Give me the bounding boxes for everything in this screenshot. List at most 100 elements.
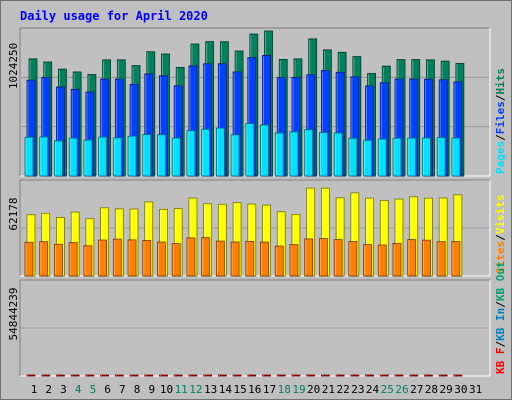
x-tick-day-23: 23 — [351, 383, 364, 396]
bar-sites-day-2 — [39, 241, 49, 277]
x-tick-day-3: 3 — [60, 383, 67, 396]
bar-sites-day-3 — [54, 243, 63, 277]
x-tick-day-21: 21 — [322, 383, 335, 396]
bar-kb-f-day-4 — [70, 374, 80, 377]
bar-pages-day-2 — [39, 136, 49, 177]
legend-1: Pages/Files/Hits — [494, 68, 507, 174]
bar-pages-day-12 — [186, 130, 196, 177]
bar-pages-day-19 — [289, 131, 299, 177]
bar-sites-day-15 — [230, 241, 240, 277]
max-label-1: 1024250 — [7, 43, 20, 89]
bar-kb-f-day-7 — [114, 374, 124, 377]
legend-separator: / — [494, 134, 507, 141]
kb-f-in-out-bars — [26, 374, 463, 377]
bar-pages-day-15 — [230, 134, 240, 177]
bar-sites-day-4 — [68, 242, 78, 277]
bar-kb-f-day-30 — [453, 374, 463, 377]
bar-sites-day-20 — [304, 238, 314, 277]
x-tick-day-19: 19 — [292, 383, 305, 396]
bar-sites-day-8 — [127, 239, 137, 277]
bar-kb-f-day-29 — [438, 374, 448, 377]
max-label-2: 62178 — [7, 197, 20, 230]
bar-pages-day-1 — [24, 136, 34, 177]
bar-pages-day-13 — [201, 128, 211, 177]
bar-sites-day-27 — [407, 239, 417, 277]
x-tick-day-13: 13 — [204, 383, 217, 396]
x-tick-day-25: 25 — [381, 383, 394, 396]
bar-sites-day-10 — [157, 241, 166, 277]
bar-pages-day-10 — [157, 134, 166, 177]
bar-kb-f-day-9 — [144, 374, 154, 377]
x-tick-day-14: 14 — [219, 383, 233, 396]
bar-sites-day-21 — [318, 238, 328, 277]
bar-sites-day-28 — [422, 239, 431, 277]
bar-pages-day-23 — [348, 137, 358, 177]
bar-pages-day-7 — [112, 137, 122, 177]
bar-kb-f-day-8 — [129, 374, 139, 377]
x-tick-day-10: 10 — [160, 383, 173, 396]
bar-kb-f-day-26 — [394, 374, 404, 377]
x-tick-day-12: 12 — [189, 383, 202, 396]
x-tick-day-24: 24 — [366, 383, 380, 396]
bar-sites-day-22 — [333, 239, 343, 277]
bar-sites-day-5 — [83, 245, 93, 277]
x-tick-day-29: 29 — [440, 383, 453, 396]
bar-kb-f-day-24 — [365, 374, 374, 377]
x-tick-day-7: 7 — [119, 383, 126, 396]
bar-pages-day-11 — [171, 137, 181, 177]
x-tick-day-11: 11 — [175, 383, 188, 396]
bar-sites-day-16 — [245, 240, 255, 277]
bar-kb-f-day-19 — [291, 374, 301, 377]
bar-pages-day-17 — [260, 124, 269, 177]
x-tick-day-1: 1 — [31, 383, 38, 396]
x-tick-day-26: 26 — [395, 383, 408, 396]
x-axis-labels: 1 2 3 4 5 6 7 8 9 10 11 12 13 14 15 16 17 18 19 20 21 22 23 24 2… — [31, 383, 483, 396]
bar-sites-day-9 — [142, 240, 152, 277]
bar-kb-f-day-20 — [306, 374, 316, 377]
bar-sites-day-7 — [112, 238, 122, 277]
bar-sites-day-14 — [215, 240, 225, 277]
bar-sites-day-24 — [363, 244, 372, 277]
x-tick-day-6: 6 — [104, 383, 111, 396]
bar-pages-day-20 — [304, 129, 314, 177]
bar-pages-day-25 — [377, 138, 387, 177]
bar-sites-day-6 — [98, 239, 107, 277]
legend-item-pages: Pages — [494, 141, 507, 174]
legend-separator: / — [494, 234, 507, 241]
x-tick-day-9: 9 — [148, 383, 155, 396]
bar-pages-day-26 — [392, 137, 402, 177]
legend-item-hits: Hits — [494, 68, 507, 95]
x-tick-day-5: 5 — [90, 383, 97, 396]
x-tick-day-20: 20 — [307, 383, 320, 396]
legend-item-kb-in: KB In — [494, 308, 507, 341]
x-tick-day-2: 2 — [45, 383, 52, 396]
bar-pages-day-18 — [274, 132, 284, 177]
legend-2: Sites/Visits — [494, 195, 507, 275]
bar-sites-day-13 — [201, 237, 211, 277]
bar-pages-day-9 — [142, 134, 152, 177]
bar-pages-day-4 — [68, 137, 78, 177]
x-tick-day-16: 16 — [248, 383, 261, 396]
hits-files-pages-bars — [24, 30, 465, 177]
bar-pages-day-6 — [98, 136, 107, 177]
bar-pages-day-21 — [318, 132, 328, 177]
bar-pages-day-29 — [436, 137, 446, 177]
bar-pages-day-24 — [363, 139, 372, 177]
bar-kb-f-day-28 — [424, 374, 433, 377]
bar-pages-day-22 — [333, 132, 343, 177]
bar-sites-day-19 — [289, 244, 299, 277]
bar-pages-day-27 — [407, 137, 417, 177]
x-tick-day-17: 17 — [263, 383, 276, 396]
bar-kb-f-day-23 — [350, 374, 360, 377]
bar-kb-f-day-17 — [262, 374, 271, 377]
legend-separator: / — [494, 341, 507, 348]
legend-item-kb-out: KB Out — [494, 261, 507, 301]
bar-kb-f-day-3 — [56, 374, 65, 377]
bar-kb-f-day-1 — [26, 374, 36, 377]
bar-sites-day-26 — [392, 242, 402, 277]
bar-kb-f-day-2 — [41, 374, 51, 377]
legend-3: KB F/KB In/KB Out — [494, 261, 507, 374]
bar-pages-day-5 — [83, 139, 93, 177]
legend-separator: / — [494, 301, 507, 308]
